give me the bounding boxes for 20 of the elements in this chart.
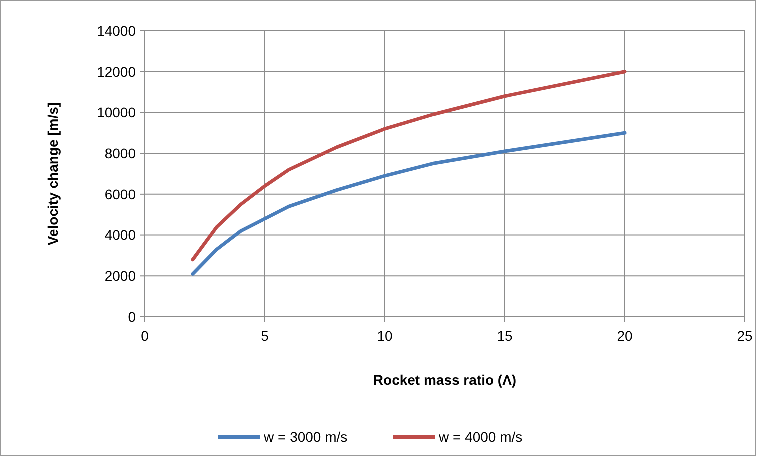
y-axis-title: Velocity change [m/s]: [45, 102, 61, 246]
y-tick-label: 4000: [104, 227, 136, 244]
y-tick-label: 14000: [97, 22, 136, 39]
x-tick-label: 15: [497, 328, 513, 344]
legend-label: w = 3000 m/s: [263, 428, 348, 445]
y-tick-label: 8000: [104, 145, 136, 162]
x-tick-label: 20: [617, 328, 633, 344]
line-series: [191, 131, 627, 276]
line-series: [191, 70, 627, 262]
x-axis-title: Rocket mass ratio (Λ): [373, 372, 517, 388]
y-tick-label: 10000: [97, 104, 136, 121]
x-tick-label: 10: [377, 328, 393, 344]
y-tick-label: 12000: [97, 64, 136, 80]
x-tick-label: 0: [141, 328, 150, 344]
y-tick-label: 6000: [104, 186, 136, 202]
y-tick-label: 2000: [104, 268, 136, 284]
x-tick-label: 25: [737, 328, 753, 344]
y-tick-label: 0: [128, 308, 136, 325]
legend-label: w = 4000 m/s: [438, 428, 523, 445]
x-tick-label: 5: [261, 328, 270, 344]
